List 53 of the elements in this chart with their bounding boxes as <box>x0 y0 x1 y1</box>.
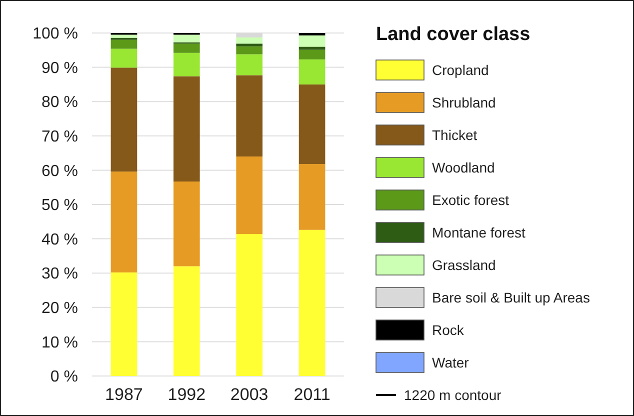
legend-label: Exotic forest <box>432 192 510 208</box>
bar <box>173 52 200 76</box>
y-tick-label: 70 % <box>42 128 78 146</box>
y-tick-label: 90 % <box>42 60 78 77</box>
y-tick-label: 100 % <box>32 26 78 43</box>
bar <box>173 34 200 42</box>
bar <box>298 35 326 47</box>
bar <box>236 37 263 44</box>
legend-label: Water <box>432 354 470 370</box>
legend-label: Rock <box>432 322 465 338</box>
legend-label: Thicket <box>432 126 478 143</box>
y-tick-label: 40 % <box>42 231 78 248</box>
bar <box>236 46 263 54</box>
legend-label: Grassland <box>432 256 496 273</box>
legend-label: Bare soil & Built up Areas <box>432 289 590 306</box>
bar <box>298 50 326 60</box>
bar <box>110 48 138 68</box>
legend-title: Land cover class <box>376 24 530 45</box>
bar <box>236 44 263 46</box>
bar <box>110 68 138 172</box>
legend-label: 1220 m contour <box>404 386 502 403</box>
bar <box>236 156 263 234</box>
legend-label: Shrubland <box>432 94 496 110</box>
y-tick-label: 20 % <box>42 300 78 317</box>
bar <box>173 44 200 53</box>
bar <box>173 266 200 376</box>
bar <box>236 234 263 376</box>
y-tick-label: 80 % <box>42 94 78 112</box>
x-tick-label: 1992 <box>168 385 206 404</box>
y-tick-label: 10 % <box>42 334 78 352</box>
bar <box>298 84 326 164</box>
legend-label: Montane forest <box>432 224 526 240</box>
bar <box>110 34 138 38</box>
bar <box>110 272 138 376</box>
bar <box>173 182 200 266</box>
bar <box>298 46 326 50</box>
bar <box>298 59 326 84</box>
x-tick-label: 2011 <box>294 385 330 404</box>
bar <box>236 75 263 156</box>
y-tick-label: 60 % <box>42 162 78 180</box>
bar <box>298 164 326 230</box>
bar <box>173 76 200 182</box>
y-tick-label: 0 % <box>50 368 78 386</box>
y-tick-label: 30 % <box>42 266 78 283</box>
y-tick-label: 50 % <box>42 197 78 214</box>
legend-label: Cropland <box>432 62 489 78</box>
bar <box>298 230 326 376</box>
bar <box>236 54 263 76</box>
bar <box>110 172 138 272</box>
x-tick-label: 1987 <box>105 385 143 404</box>
x-tick-label: 2003 <box>230 385 268 404</box>
bar <box>110 40 138 49</box>
legend-label: Woodland <box>432 159 495 176</box>
